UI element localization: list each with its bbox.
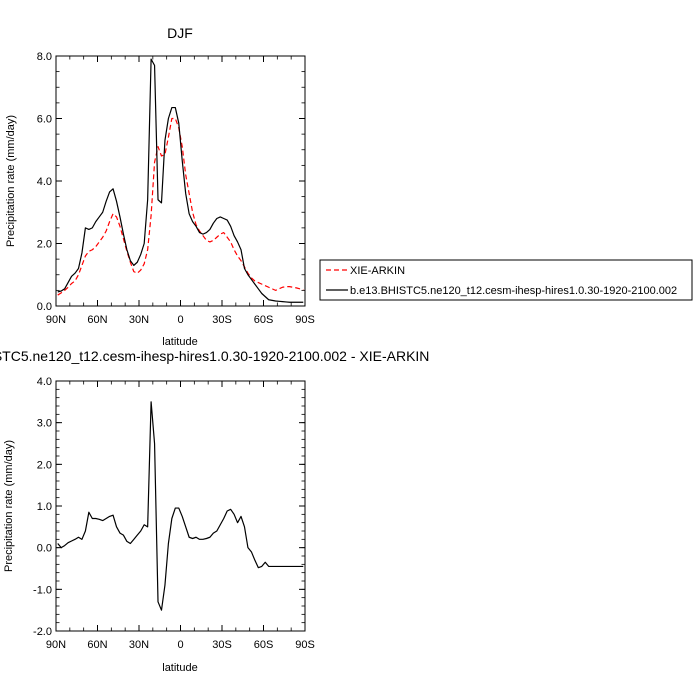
bottom-chart-title: b.e13.BHISTC5.ne120_t12.cesm-ihesp-hires… bbox=[0, 348, 429, 364]
y-tick-label: 0.0 bbox=[37, 301, 52, 313]
x-tick-label: 0 bbox=[177, 639, 183, 651]
legend-label-xie-arkin: XIE-ARKIN bbox=[350, 265, 405, 277]
x-tick-label: 30N bbox=[129, 639, 149, 651]
x-tick-label: 30S bbox=[212, 314, 232, 326]
y-tick-label: 1.0 bbox=[37, 501, 52, 513]
x-tick-label: 60N bbox=[87, 314, 107, 326]
x-tick-label: 90N bbox=[46, 314, 66, 326]
top-chart-ticks: 0.0 2.0 4.0 6.0 8.0 90N 60N 30N 0 30S 60S 90S bbox=[37, 51, 315, 326]
y-tick-label: -2.0 bbox=[33, 626, 52, 638]
top-chart-title: DJF bbox=[167, 25, 193, 41]
x-tick-label: 90S bbox=[295, 314, 315, 326]
top-chart-series bbox=[57, 58, 304, 303]
x-tick-label: 60N bbox=[87, 639, 107, 651]
y-tick-label: -1.0 bbox=[33, 584, 52, 596]
legend-label-model: b.e13.BHISTC5.ne120_t12.cesm-ihesp-hires… bbox=[350, 285, 677, 297]
y-tick-label: 4.0 bbox=[37, 176, 52, 188]
y-tick-label: 0.0 bbox=[37, 543, 52, 555]
x-tick-label: 90N bbox=[46, 639, 66, 651]
x-tick-label: 60S bbox=[254, 314, 274, 326]
top-series-line-1 bbox=[57, 58, 304, 303]
bottom-series-line-0 bbox=[57, 401, 304, 611]
bottom-chart-ylabel: Precipitation rate (mm/day) bbox=[3, 440, 15, 572]
bottom-chart-series bbox=[57, 401, 304, 611]
y-tick-label: 6.0 bbox=[37, 114, 52, 126]
legend-frame bbox=[319, 259, 693, 301]
x-tick-label: 90S bbox=[295, 639, 315, 651]
top-chart-ylabel: Precipitation rate (mm/day) bbox=[5, 115, 17, 247]
bottom-chart-xlabel: latitude bbox=[162, 662, 197, 674]
y-tick-label: 2.0 bbox=[37, 459, 52, 471]
x-tick-label: 30N bbox=[129, 314, 149, 326]
y-tick-label: 2.0 bbox=[37, 239, 52, 251]
top-chart: DJF 0.0 2.0 4.0 6.0 8.0 90N 60N 30N 0 30S 60S 90S l… bbox=[5, 25, 315, 348]
top-chart-plot-frame bbox=[55, 55, 306, 307]
bottom-chart-plot-frame bbox=[55, 380, 306, 632]
y-tick-label: 3.0 bbox=[37, 418, 52, 430]
top-chart-xlabel: latitude bbox=[162, 336, 197, 348]
x-tick-label: 30S bbox=[212, 639, 232, 651]
x-tick-label: 0 bbox=[177, 314, 183, 326]
bottom-chart-ticks: -2.0 -1.0 0.0 1.0 2.0 3.0 4.0 90N 60N 30N 0 30S 60S 9… bbox=[33, 376, 315, 651]
y-tick-label: 4.0 bbox=[37, 376, 52, 388]
y-tick-label: 8.0 bbox=[37, 51, 52, 63]
bottom-chart: b.e13.BHISTC5.ne120_t12.cesm-ihesp-hires… bbox=[0, 348, 429, 674]
x-tick-label: 60S bbox=[254, 639, 274, 651]
top-chart-legend: XIE-ARKIN b.e13.BHISTC5.ne120_t12.cesm-i… bbox=[319, 259, 693, 301]
